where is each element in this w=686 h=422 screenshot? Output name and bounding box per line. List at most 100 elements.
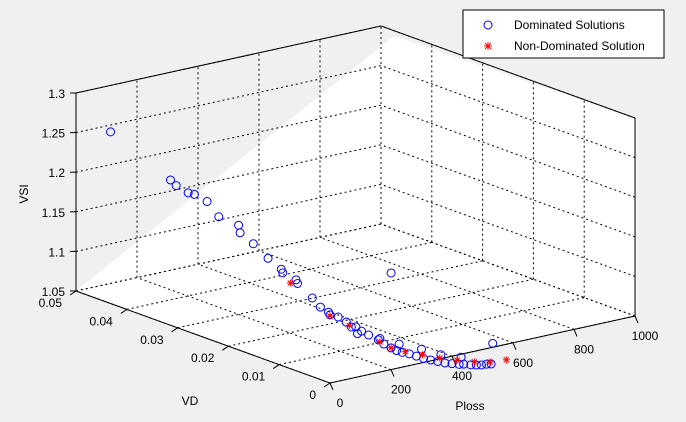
z-axis-label: VSI [17, 184, 31, 203]
dominated-solution-point [235, 228, 245, 238]
dominated-solution-point [333, 312, 343, 322]
dominated-solution-point [351, 322, 361, 332]
star-stroke [388, 344, 394, 351]
x-tick-label: 1000 [632, 329, 659, 343]
star-stroke [327, 312, 334, 319]
star-stroke [471, 358, 478, 365]
grid-line-back-z [75, 183, 382, 252]
dominated-solution-point [263, 253, 273, 263]
non-dominated-solution-point [387, 344, 395, 352]
z-tick-label: 1.2 [48, 166, 65, 180]
dominated-solution-point [392, 346, 402, 356]
non-dominated-solution-point [326, 312, 334, 320]
dominated-solution-point [394, 339, 404, 349]
x-tick-label: 800 [574, 342, 594, 356]
dominated-solution-point [315, 302, 325, 312]
non-dominated-solution-point [470, 358, 478, 366]
dominated-solution-point [189, 189, 199, 199]
grid-line-floor-x [136, 277, 392, 371]
y-tick-mark [69, 290, 77, 296]
dominated-solution-point [166, 175, 175, 185]
y-tick-mark [222, 345, 229, 351]
y-tick-label: 0.02 [191, 351, 215, 365]
frame-edge [75, 25, 382, 94]
dominated-solution-point [106, 127, 116, 137]
grid-line-side-z [380, 65, 636, 159]
z-tick-label: 1.25 [42, 127, 66, 141]
star-stroke [402, 348, 409, 355]
legend-label-non-dominated: Non-Dominated Solution [514, 39, 645, 53]
x-tick-mark [573, 329, 578, 337]
grid-line-back-z [75, 65, 382, 134]
x-tick-mark [390, 369, 395, 377]
x-tick-label: 0 [337, 396, 344, 410]
dominated-solution-point [278, 268, 288, 278]
grid-line-floor-y [279, 297, 585, 366]
grid-line-side-z [380, 223, 636, 317]
star-stroke [376, 338, 383, 345]
y-tick-mark [323, 382, 331, 388]
legend: Dominated Solutions Non-Dominated Soluti… [462, 9, 665, 59]
dominated-solution-point [183, 188, 193, 198]
star-stroke [436, 354, 443, 361]
grid-line-floor-y [177, 260, 483, 329]
non-dominated-solution-point [376, 338, 384, 346]
grid-line-back-z [75, 223, 382, 292]
grid-line-floor-x [319, 236, 575, 330]
grid-line-floor-y [126, 241, 432, 310]
dominated-solution-point [364, 330, 374, 340]
legend-label-dominated: Dominated Solutions [514, 18, 625, 32]
y-tick-mark [120, 308, 128, 314]
dominated-solution-point [202, 197, 212, 207]
dominated-solution-point [341, 317, 351, 327]
non-dominated-solution-point [286, 279, 294, 287]
legend-marker-non-dominated [484, 42, 492, 50]
y-tick-mark [171, 327, 178, 333]
frame-edge [380, 25, 636, 119]
non-dominated-solution-point [419, 351, 427, 359]
dominated-solution-point [248, 239, 258, 249]
x-tick-mark [512, 342, 517, 350]
y-axis-label: VD [182, 394, 199, 408]
z-tick-label: 1.1 [48, 245, 65, 259]
dominated-solution-point [171, 181, 181, 191]
legend-marker-dominated [483, 20, 493, 30]
tick-labels: 0200400600800100000.010.020.030.040.051.… [39, 87, 659, 410]
dominated-solution-point [486, 359, 496, 369]
dominated-solution-point [386, 343, 396, 353]
x-tick-label: 600 [513, 356, 533, 370]
non-dominated-solution-point [345, 321, 353, 329]
y-tick-label: 0.01 [242, 370, 266, 384]
x-tick-label: 200 [391, 383, 411, 397]
dominated-solution-point [440, 358, 450, 368]
z-tick-label: 1.3 [48, 87, 65, 101]
x-tick-label: 400 [452, 369, 472, 383]
dominated-solution-point [476, 360, 486, 370]
dominated-solution-point [352, 329, 362, 339]
x-tick-mark [634, 315, 639, 324]
dominated-solution-point [447, 359, 457, 369]
dominated-solution-point [307, 293, 317, 303]
axes-background [76, 36, 635, 383]
dominated-solution-point [386, 268, 396, 278]
x-axis-line [329, 315, 636, 384]
star-stroke [454, 357, 461, 364]
star-stroke [419, 351, 426, 358]
dominated-solution-point [214, 212, 224, 222]
axes-frame [69, 25, 639, 391]
dominated-solution-point [426, 355, 436, 365]
dominated-solution-point [488, 338, 498, 348]
x-axis-label: Ploss [455, 399, 484, 413]
y-tick-mark [272, 364, 280, 370]
grid-line-side-z [380, 144, 636, 238]
y-tick-label: 0.03 [140, 333, 164, 347]
non-dominated-solution-point [502, 356, 510, 364]
legend-box [462, 9, 665, 59]
y-tick-label: 0.05 [39, 296, 63, 310]
grid-line-side-z [380, 104, 636, 198]
z-tick-label: 1.05 [42, 285, 66, 299]
non-dominated-solution-point [401, 348, 409, 356]
grid-line-floor-x [258, 250, 514, 344]
